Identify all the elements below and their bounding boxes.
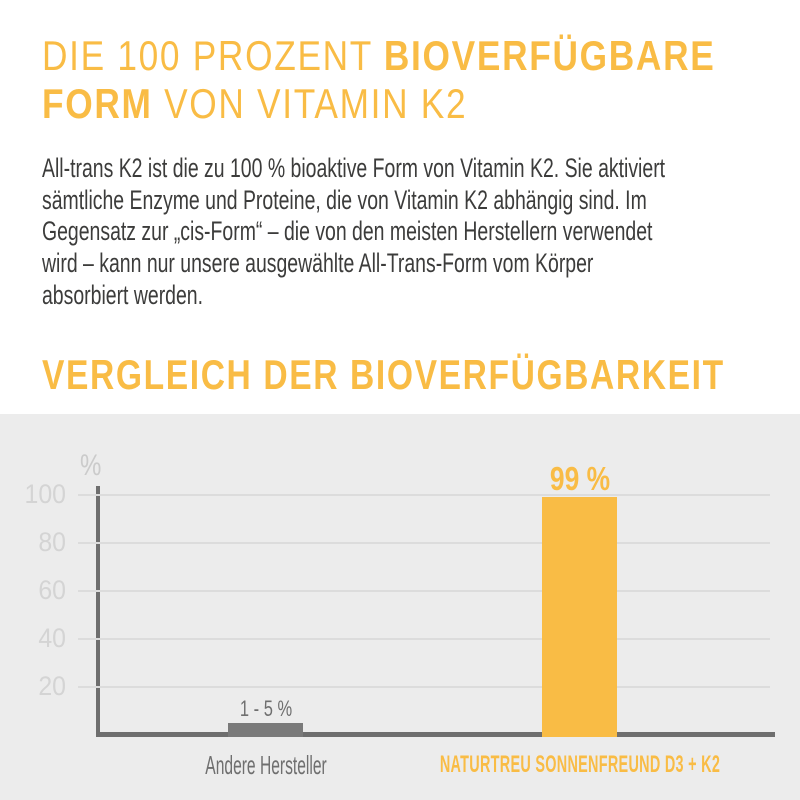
intro-line: Gegensatz zur „cis-Form“ – die von den m…	[42, 216, 653, 247]
bar-chart: % 20 40 60 80 100 1 - 5 % Andere Hersteller 99 …	[0, 414, 800, 800]
gridline-80	[78, 542, 770, 544]
gridline-100	[78, 494, 770, 496]
section-heading: VERGLEICH DER BIOVERFÜGBARKEIT	[42, 351, 725, 398]
bar-0	[228, 723, 303, 737]
intro-paragraph: All-trans K2 ist die zu 100 % bioaktive …	[42, 153, 665, 312]
intro-line: sämtliche Enzyme und Proteine, die von V…	[42, 184, 647, 215]
intro-line: absorbiert werden.	[42, 279, 204, 310]
bar-value-label-0: 1 - 5 %	[239, 696, 292, 721]
chart-panel: % 20 40 60 80 100 1 - 5 % Andere Hersteller 99 …	[0, 414, 800, 800]
x-axis-line	[96, 732, 775, 737]
category-label-1: NATURTREU SONNENFREUND D3 + K2	[439, 751, 720, 778]
y-tick-label-100: 100	[24, 479, 66, 509]
page-title-line1: DIE 100 PROZENT BIOVERFÜGBARE	[42, 32, 715, 80]
page-title: DIE 100 PROZENT BIOVERFÜGBARE FORM VON V…	[42, 32, 715, 128]
y-tick-label-20: 20	[38, 671, 66, 701]
intro-line: All-trans K2 ist die zu 100 % bioaktive …	[42, 153, 666, 183]
bar-1	[542, 497, 617, 737]
y-axis-unit-label: %	[80, 449, 102, 482]
page-title-line2-bold: FORM	[42, 80, 153, 127]
page-title-line2-regular: VON VITAMIN K2	[152, 80, 468, 127]
gridline-20	[78, 686, 770, 688]
page-title-line2: FORM VON VITAMIN K2	[42, 80, 715, 128]
page-title-line1-bold: BIOVERFÜGBARE	[383, 32, 716, 79]
gridline-40	[78, 638, 770, 640]
y-tick-label-60: 60	[38, 575, 66, 605]
gridline-60	[78, 590, 770, 592]
y-tick-label-80: 80	[38, 527, 66, 557]
intro-line: wird – kann nur unsere ausgewählte All-T…	[42, 248, 594, 279]
category-label-0: Andere Hersteller	[204, 750, 327, 780]
page-title-line1-regular: DIE 100 PROZENT	[42, 32, 384, 79]
y-axis-line	[96, 486, 100, 737]
bar-value-label-1: 99 %	[549, 460, 610, 498]
y-tick-label-40: 40	[38, 623, 66, 653]
